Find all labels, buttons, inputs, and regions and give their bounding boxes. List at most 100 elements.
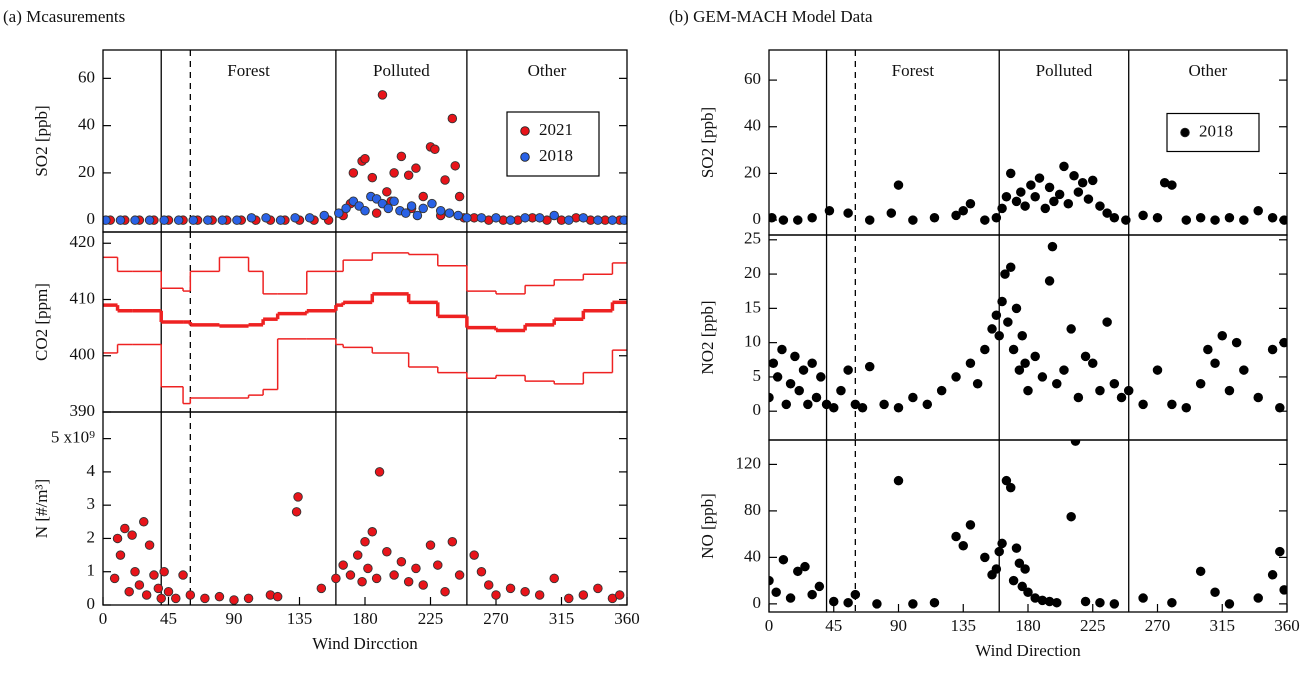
- y-tick-label: 15: [744, 297, 761, 316]
- point: [936, 385, 947, 396]
- point: [1005, 262, 1016, 272]
- point: [1102, 208, 1112, 218]
- point: [793, 566, 803, 577]
- point: [454, 191, 465, 202]
- point: [811, 392, 822, 403]
- point: [794, 385, 804, 396]
- point: [1049, 196, 1059, 207]
- legend-marker: [520, 126, 530, 136]
- point: [1203, 344, 1213, 355]
- point: [1069, 170, 1079, 181]
- x-tick-label: 360: [614, 609, 640, 628]
- point: [994, 546, 1004, 557]
- y-axis-label: CO2 [ppm]: [32, 283, 51, 361]
- point: [951, 531, 961, 542]
- point: [1279, 215, 1287, 225]
- point: [785, 379, 796, 389]
- y-tick-label: 0: [87, 209, 96, 228]
- point: [980, 344, 990, 355]
- point: [469, 550, 479, 560]
- point: [371, 208, 382, 218]
- point: [275, 215, 286, 225]
- point: [124, 586, 134, 597]
- point: [1224, 385, 1235, 396]
- point: [411, 563, 421, 574]
- point: [127, 530, 137, 540]
- point: [520, 586, 530, 597]
- legend-marker: [520, 152, 530, 162]
- point: [1011, 303, 1022, 314]
- point: [1083, 194, 1094, 204]
- point: [951, 210, 961, 221]
- point: [1275, 403, 1285, 413]
- x-tick-label: 0: [765, 616, 774, 635]
- point: [491, 213, 501, 223]
- point: [316, 583, 327, 594]
- point: [778, 215, 789, 225]
- point: [319, 210, 329, 221]
- point: [139, 517, 149, 527]
- point: [549, 210, 559, 221]
- point: [1224, 599, 1235, 609]
- point: [1121, 215, 1131, 225]
- point: [1275, 546, 1285, 557]
- point: [374, 467, 385, 477]
- point: [159, 566, 169, 577]
- y-tick-label: 1: [87, 561, 96, 580]
- point: [769, 358, 779, 368]
- point: [1109, 379, 1120, 389]
- point: [520, 213, 530, 223]
- y-axis-label: N [#/m³]: [32, 479, 51, 538]
- point: [564, 593, 574, 604]
- legend-label: 2021: [539, 120, 573, 139]
- point: [163, 586, 174, 597]
- point: [578, 590, 589, 600]
- point: [389, 168, 399, 178]
- point: [1030, 351, 1040, 362]
- region-label: Polluted: [1036, 61, 1093, 80]
- point: [991, 564, 1002, 574]
- point: [1087, 175, 1098, 186]
- point: [908, 215, 918, 225]
- y-tick-label: 25: [744, 229, 761, 248]
- point: [401, 208, 411, 218]
- y-axis-label: SO2 [ppb]: [32, 105, 51, 176]
- point: [363, 563, 373, 574]
- point: [1017, 581, 1027, 592]
- plot-frame: [768, 234, 1288, 441]
- point: [1195, 379, 1206, 389]
- y-tick-label: 20: [744, 263, 761, 282]
- point: [360, 537, 370, 547]
- point: [1005, 168, 1016, 179]
- point: [814, 581, 825, 592]
- point: [857, 403, 868, 413]
- point: [929, 597, 940, 608]
- y-axis-label: SO2 [ppb]: [698, 107, 717, 178]
- panel-title: (b) GEM-MACH Model Data: [669, 7, 873, 26]
- point: [1109, 212, 1120, 223]
- point: [1279, 585, 1287, 595]
- y-tick-label: 2: [87, 527, 96, 546]
- point: [290, 213, 300, 223]
- point: [1181, 403, 1192, 413]
- plot-frame: [768, 439, 1288, 613]
- point: [1001, 191, 1012, 202]
- x-tick-label: 315: [1210, 616, 1236, 635]
- point: [607, 215, 618, 225]
- plot-frame: [102, 411, 628, 606]
- point: [1063, 198, 1074, 209]
- point: [1066, 511, 1076, 522]
- point: [1138, 399, 1148, 410]
- point: [991, 310, 1002, 320]
- point: [450, 161, 460, 171]
- point: [293, 492, 303, 502]
- point: [1095, 385, 1105, 396]
- point: [972, 379, 983, 389]
- y-tick-label: 60: [78, 67, 95, 86]
- point: [1138, 593, 1148, 603]
- point: [149, 570, 159, 580]
- point: [291, 507, 302, 517]
- x-axis-label: Wind Dircction: [312, 634, 418, 653]
- point: [1239, 365, 1249, 375]
- point: [360, 153, 370, 164]
